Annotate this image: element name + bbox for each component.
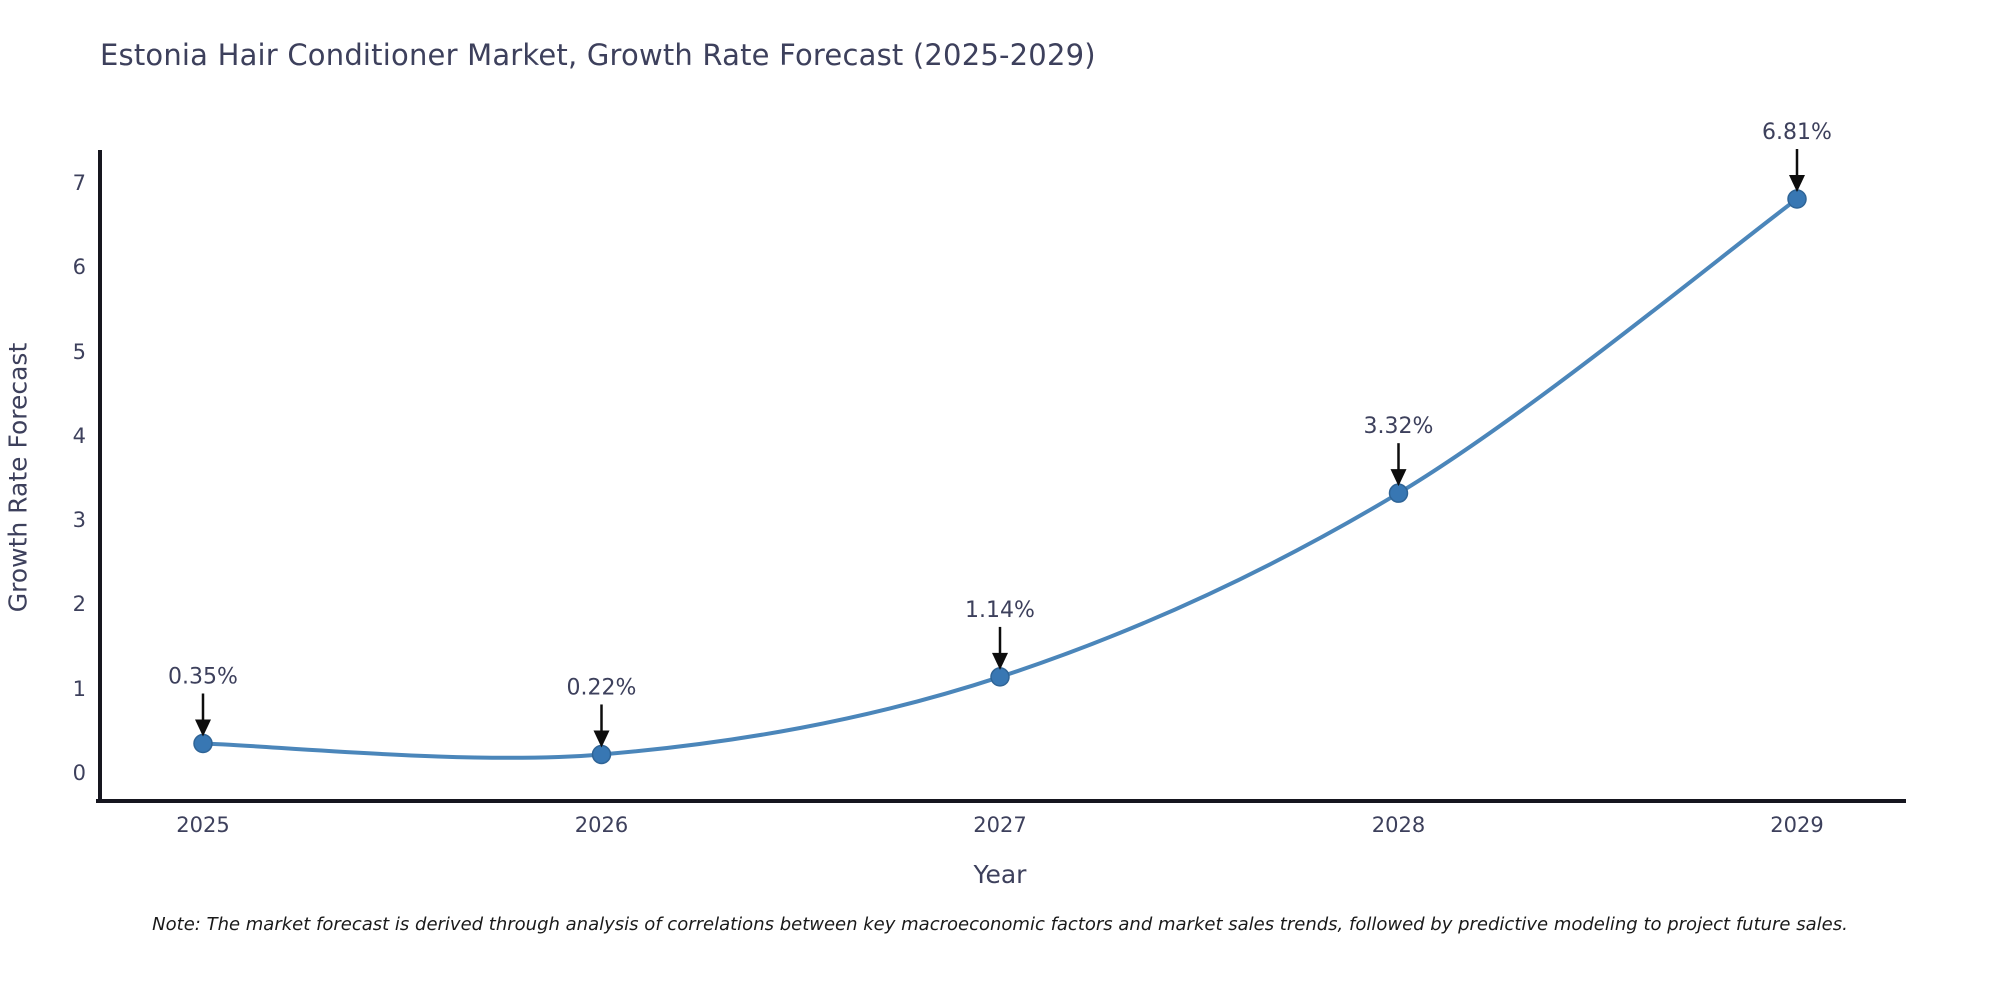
annotation-arrow-head [1390,469,1407,487]
data-point-2028[interactable] [1388,483,1409,503]
data-point-2026[interactable] [591,744,612,765]
x-tick-label: 2026 [574,813,629,837]
point-value-label: 0.22% [567,675,637,700]
data-point-2025[interactable] [193,733,213,754]
chart-title: Estonia Hair Conditioner Market, Growth … [100,38,1096,72]
data-point-2029[interactable] [1787,189,1807,209]
point-value-label: 6.81% [1762,120,1832,145]
point-value-label: 3.32% [1364,414,1434,439]
point-value-label: 1.14% [965,598,1035,623]
y-axis-spine [98,150,102,803]
y-tick-label: 1 [72,676,86,701]
point-value-label: 0.35% [168,665,238,690]
y-tick-label: 3 [72,508,86,533]
x-axis-title: Year [973,860,1027,889]
annotation-arrow-head [195,719,211,737]
y-tick-label: 6 [72,255,86,280]
y-axis-title: Growth Rate Forecast [3,342,33,613]
y-tick-label: 0 [72,761,86,785]
x-tick-label: 2029 [1770,813,1824,837]
x-tick-label: 2027 [973,813,1027,837]
annotation-arrow-head [593,730,610,748]
x-axis-spine [96,799,1906,803]
y-tick-label: 4 [72,423,86,448]
y-tick-label: 5 [72,339,86,364]
x-tick-label: 2028 [1371,813,1426,837]
x-tick-label: 2025 [176,813,230,837]
data-point-2027[interactable] [990,667,1010,687]
annotation-arrow-head [992,652,1008,670]
y-tick-label: 2 [72,592,86,617]
footnote: Note: The market forecast is derived thr… [152,914,1848,935]
annotation-arrow-head [1789,175,1805,193]
y-tick-label: 7 [72,171,86,195]
